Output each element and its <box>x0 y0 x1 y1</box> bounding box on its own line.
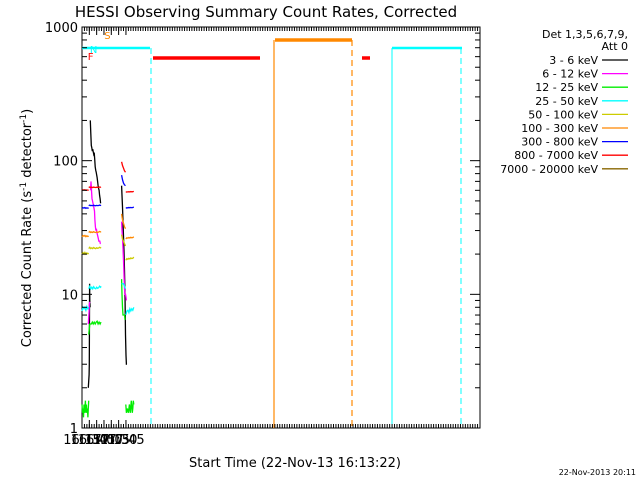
y-tick-label: 100 <box>53 155 78 170</box>
chart-title: HESSI Observing Summary Count Rates, Cor… <box>75 3 457 21</box>
y-tick-label: 10 <box>61 288 78 303</box>
y-axis-label-sup2: -1 <box>19 114 29 123</box>
x-tick-label: 17:30 <box>100 433 137 448</box>
y-axis-label: Corrected Count Rate (s-1 detector-1) <box>19 109 35 347</box>
series-line <box>88 186 102 189</box>
x-axis-label: Start Time (22-Nov-13 16:13:22) <box>189 456 401 471</box>
y-tick-label: 1 <box>70 422 78 437</box>
series-line <box>125 206 135 209</box>
series-line <box>120 213 127 230</box>
y-axis-label-mid: detector <box>20 122 35 182</box>
series-layer <box>81 120 135 418</box>
x-tick-label: 17:45 <box>107 433 144 448</box>
series-line <box>81 400 90 418</box>
series-line <box>87 283 91 388</box>
series-line <box>88 246 102 250</box>
footer-date: 22-Nov-2013 20:11 <box>559 468 636 477</box>
series-line <box>120 174 126 187</box>
y-axis-label-end: ) <box>20 109 35 114</box>
series-line <box>88 204 102 207</box>
legend-label: 800 - 7000 keV <box>514 149 598 162</box>
flag-labels: NFS <box>88 31 111 63</box>
legend-label: 100 - 300 keV <box>521 122 598 135</box>
series-line <box>125 256 135 261</box>
flag-label: F <box>88 52 94 63</box>
series-line <box>89 181 101 245</box>
series-line <box>121 283 127 290</box>
series-line <box>81 206 89 210</box>
x-tick-label: 16:45 <box>78 433 115 448</box>
y-axis-label-main: Corrected Count Rate (s <box>20 191 35 348</box>
x-tick-label: 17:00 <box>85 433 122 448</box>
legend-label: 50 - 100 keV <box>528 108 598 121</box>
plot-frame <box>81 26 481 429</box>
series-line <box>81 234 90 238</box>
series-line <box>125 236 135 240</box>
series-line <box>87 301 91 325</box>
legend-label: 12 - 25 keV <box>535 81 598 94</box>
x-tick-label: 16:15 <box>63 433 100 448</box>
series-line <box>120 279 126 320</box>
series-line <box>88 230 102 234</box>
flag-label: N <box>90 45 97 56</box>
legend-label: 6 - 12 keV <box>542 68 598 81</box>
series-line <box>88 284 102 291</box>
series-line <box>125 306 135 316</box>
series-line <box>120 234 127 247</box>
x-tick-label: 16:30 <box>71 433 108 448</box>
series-line <box>120 161 127 173</box>
legend-header-2: Att 0 <box>602 40 628 53</box>
series-line <box>120 185 128 365</box>
legend-label: 25 - 50 keV <box>535 95 598 108</box>
legend-label: 7000 - 20000 keV <box>500 163 598 176</box>
y-axis-label-sup1: -1 <box>19 182 29 191</box>
flag-label: S <box>104 31 110 42</box>
legend-label: 3 - 6 keV <box>549 54 598 67</box>
series-line <box>125 400 135 413</box>
series-line <box>81 251 90 256</box>
legend-header-1: Det 1,3,5,6,7,9, <box>542 28 628 41</box>
series-line <box>89 120 102 204</box>
series-line <box>125 190 135 193</box>
status-overlay <box>82 38 462 428</box>
x-tick-label: 17:15 <box>93 433 130 448</box>
y-tick-label: 1000 <box>45 21 78 36</box>
legend-label: 300 - 800 keV <box>521 136 598 149</box>
series-line <box>88 320 102 335</box>
